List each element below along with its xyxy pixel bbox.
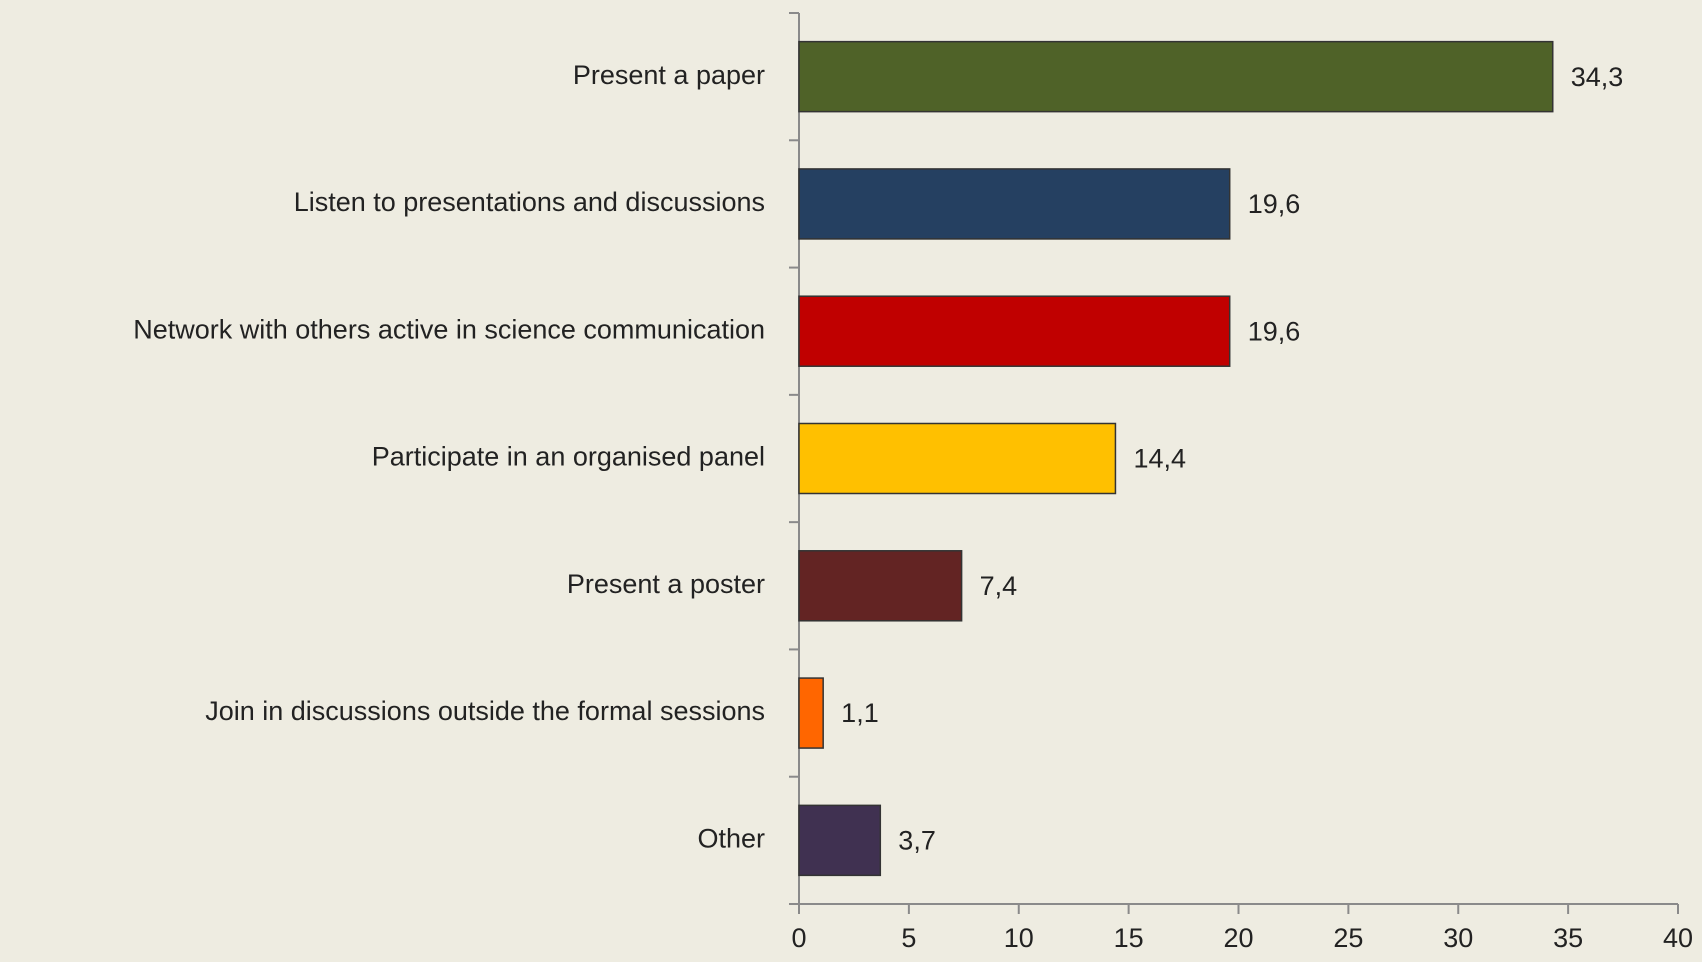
y-tick-label: Present a poster (567, 569, 765, 599)
bar (798, 295, 1231, 367)
data-label: 7,4 (980, 571, 1018, 601)
bar (798, 804, 882, 877)
bar (798, 550, 963, 622)
y-tick-label: Present a paper (573, 60, 765, 90)
bar (798, 422, 1117, 495)
bar (798, 40, 1554, 113)
data-label: 19,6 (1248, 189, 1301, 219)
y-tick-label: Join in discussions outside the formal s… (205, 696, 765, 726)
x-tick-label: 25 (1333, 923, 1363, 953)
x-tick-label: 30 (1443, 923, 1473, 953)
x-tick-label: 20 (1223, 923, 1253, 953)
y-tick-label: Other (697, 823, 765, 853)
data-label: 34,3 (1571, 62, 1624, 92)
x-tick-label: 10 (1004, 923, 1034, 953)
data-label: 14,4 (1133, 444, 1186, 474)
data-label: 3,7 (898, 825, 936, 855)
x-tick-label: 5 (901, 923, 916, 953)
data-label: 19,6 (1248, 316, 1301, 346)
x-tick-label: 15 (1114, 923, 1144, 953)
x-tick-label: 35 (1553, 923, 1583, 953)
x-tick-label: 0 (791, 923, 806, 953)
y-tick-label: Listen to presentations and discussions (294, 187, 765, 217)
data-label: 1,1 (841, 698, 879, 728)
bar (798, 168, 1231, 240)
y-tick-label: Participate in an organised panel (372, 442, 765, 472)
bar (798, 677, 824, 749)
x-tick-label: 40 (1663, 923, 1693, 953)
y-tick-label: Network with others active in science co… (133, 314, 765, 344)
